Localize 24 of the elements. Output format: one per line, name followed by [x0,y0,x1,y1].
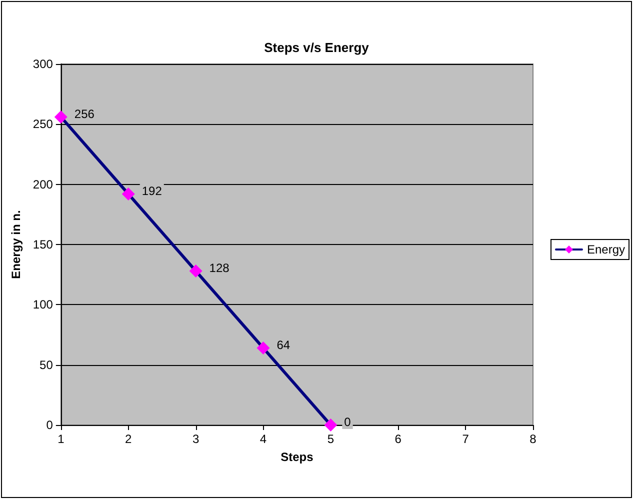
x-tick-label: 2 [125,432,132,446]
y-tick-label: 150 [32,238,54,252]
x-tick-label: 7 [462,432,470,446]
y-tick-label: 300 [32,57,54,71]
data-label: 64 [276,338,290,352]
y-tick-label: 250 [32,117,54,132]
y-tick-label: 200 [32,177,54,192]
legend-label: Energy [586,242,626,256]
data-label: 0 [344,415,352,429]
data-label: 256 [74,106,95,121]
chart-title: Steps v/s Energy [264,40,370,55]
y-tick-label: 0 [46,418,54,432]
x-axis-title: Steps [280,450,314,464]
x-tick-label: 1 [58,432,65,446]
x-tick-label: 4 [260,432,267,446]
x-tick-label: 6 [394,432,402,446]
data-label: 128 [209,260,230,275]
y-axis-title: Energy in n. [9,210,23,279]
data-label: 192 [142,184,162,198]
y-tick-label: 50 [40,358,54,372]
y-tick-label: 100 [32,298,54,312]
x-tick-label: 3 [192,432,200,446]
x-tick-label: 8 [530,432,537,446]
x-tick-label: 5 [327,432,334,446]
